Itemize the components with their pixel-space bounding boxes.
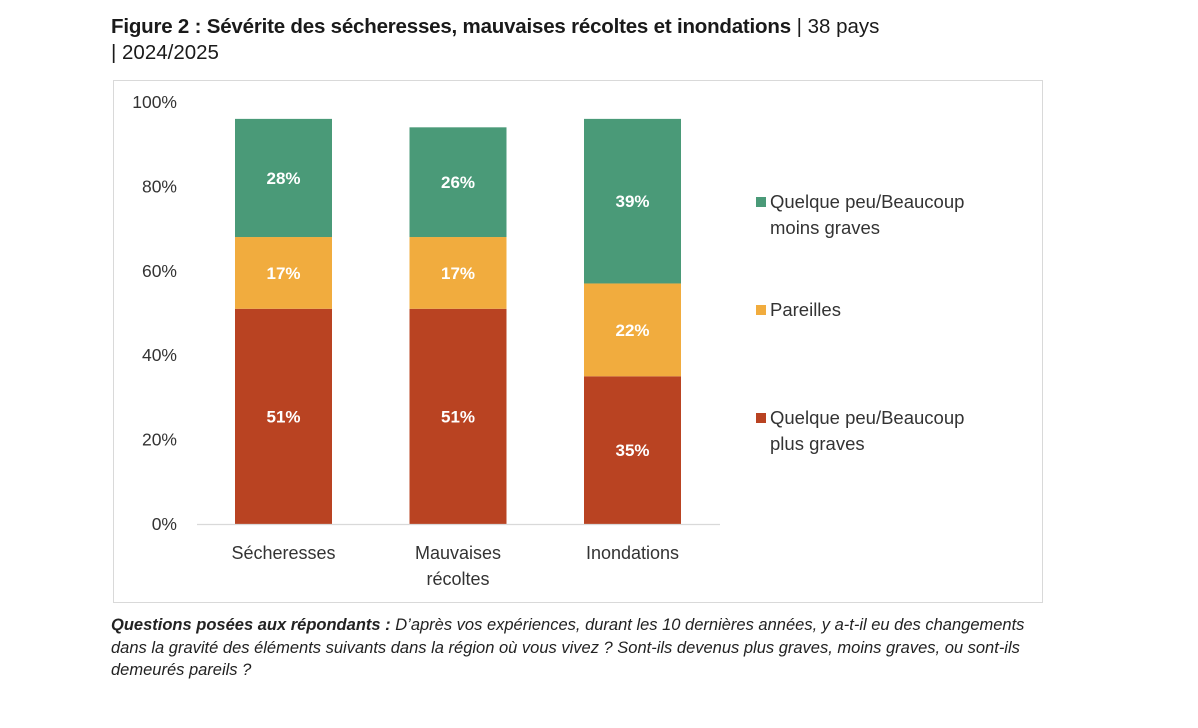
legend-label: Quelque peu/Beaucoup: [770, 191, 964, 212]
footnote: Questions posées aux répondants : D’aprè…: [111, 614, 1061, 682]
figure-title: Figure 2 : Sévérite des sécheresses, mau…: [111, 14, 1031, 66]
bar-segment: [409, 237, 507, 309]
data-label: 39%: [615, 192, 649, 211]
figure-title-main: Figure 2 : Sévérite des sécheresses, mau…: [111, 15, 791, 38]
data-label: 35%: [615, 441, 649, 460]
x-tick-label: Mauvaises: [415, 543, 501, 563]
legend-label: Quelque peu/Beaucoup: [770, 407, 964, 428]
y-tick-label: 20%: [142, 430, 177, 450]
data-label: 17%: [266, 264, 300, 283]
data-label: 17%: [441, 264, 475, 283]
data-label: 51%: [441, 407, 475, 426]
bar-segment: [235, 118, 332, 238]
bar-segment: [409, 127, 507, 238]
bar-segment: [409, 308, 507, 524]
figure-title-country-count: | 38 pays: [790, 15, 880, 38]
x-tick-label: Sécheresses: [231, 543, 335, 563]
legend-swatch: [756, 413, 766, 423]
data-label: 28%: [266, 169, 300, 188]
bar-segment: [584, 283, 681, 377]
legend-swatch: [756, 197, 766, 207]
legend-label: plus graves: [770, 433, 865, 454]
bar-segment: [584, 118, 681, 284]
figure-title-period: | 2024/2025: [111, 41, 219, 64]
legend-label: Pareilles: [770, 299, 841, 320]
x-tick-label: Inondations: [586, 543, 679, 563]
bar-segment: [584, 376, 681, 524]
legend-swatch: [756, 305, 766, 315]
x-tick-label: récoltes: [426, 569, 489, 589]
bar-segment: [235, 237, 332, 309]
data-label: 51%: [266, 407, 300, 426]
data-label: 26%: [441, 173, 475, 192]
bar-segment: [235, 308, 332, 524]
y-tick-label: 100%: [132, 92, 177, 112]
y-tick-label: 60%: [142, 261, 177, 281]
y-tick-label: 40%: [142, 345, 177, 365]
footnote-label: Questions posées aux répondants :: [111, 616, 391, 634]
y-tick-label: 80%: [142, 176, 177, 196]
data-label: 22%: [615, 321, 649, 340]
y-tick-label: 0%: [152, 514, 177, 534]
footnote-text: D’après vos expériences, durant les 10 d…: [111, 616, 1025, 679]
legend-label: moins graves: [770, 217, 880, 238]
